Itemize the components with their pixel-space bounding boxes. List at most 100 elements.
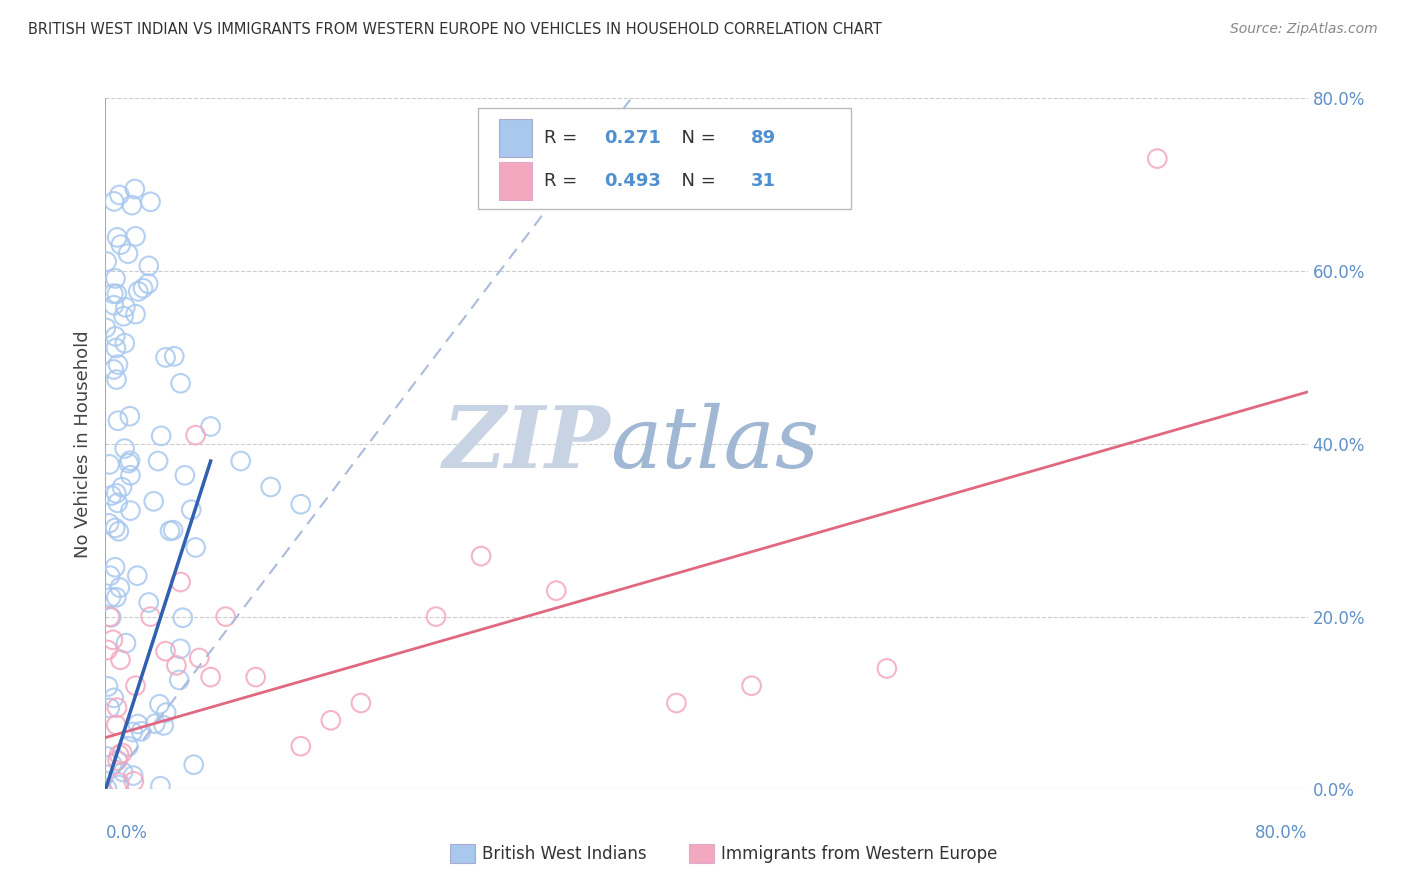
- Text: 0.271: 0.271: [605, 129, 661, 147]
- Y-axis label: No Vehicles in Household: No Vehicles in Household: [73, 330, 91, 558]
- Point: [94, 321, 117, 335]
- Point: [142, 494, 165, 508]
- Point: [108, 524, 131, 539]
- Point: [98, 701, 121, 715]
- Point: [110, 237, 132, 252]
- Point: [180, 502, 202, 516]
- Point: [118, 409, 141, 424]
- Point: [122, 774, 145, 789]
- Point: [108, 775, 131, 789]
- Point: [117, 246, 139, 260]
- Point: [110, 653, 132, 667]
- Point: [290, 739, 312, 754]
- Point: [148, 698, 170, 712]
- Point: [96, 643, 118, 657]
- Text: N =: N =: [671, 172, 721, 190]
- Point: [169, 376, 191, 391]
- Point: [127, 717, 149, 731]
- Point: [96, 749, 118, 764]
- Point: [100, 591, 122, 605]
- Point: [155, 644, 177, 658]
- Point: [104, 271, 127, 285]
- Point: [101, 632, 124, 647]
- Point: [114, 442, 136, 456]
- Point: [155, 706, 177, 720]
- Point: [105, 373, 128, 387]
- Point: [117, 739, 139, 754]
- Point: [139, 194, 162, 209]
- Point: [100, 610, 122, 624]
- Point: [124, 182, 146, 196]
- Point: [124, 679, 146, 693]
- Point: [162, 523, 184, 537]
- Point: [121, 725, 143, 739]
- Point: [183, 757, 205, 772]
- Point: [107, 754, 129, 768]
- Point: [98, 516, 121, 531]
- Point: [159, 524, 181, 538]
- Point: [127, 568, 149, 582]
- Point: [98, 568, 121, 582]
- Point: [149, 779, 172, 793]
- Point: [741, 679, 763, 693]
- Text: R =: R =: [544, 172, 583, 190]
- Point: [245, 670, 267, 684]
- Point: [138, 595, 160, 609]
- Point: [1146, 152, 1168, 166]
- Point: [124, 229, 146, 244]
- Point: [129, 724, 152, 739]
- Point: [260, 480, 283, 494]
- Point: [100, 489, 122, 503]
- Point: [103, 298, 125, 312]
- Point: [105, 718, 128, 732]
- Text: ZIP: ZIP: [443, 402, 610, 485]
- Point: [101, 757, 124, 772]
- Point: [319, 714, 342, 728]
- Text: 80.0%: 80.0%: [1256, 824, 1308, 842]
- Text: BRITISH WEST INDIAN VS IMMIGRANTS FROM WESTERN EUROPE NO VEHICLES IN HOUSEHOLD C: BRITISH WEST INDIAN VS IMMIGRANTS FROM W…: [28, 22, 882, 37]
- Point: [111, 480, 134, 494]
- Point: [103, 362, 125, 376]
- Point: [229, 454, 252, 468]
- Point: [117, 456, 139, 470]
- Point: [122, 769, 145, 783]
- Point: [98, 458, 121, 472]
- Text: Source: ZipAtlas.com: Source: ZipAtlas.com: [1230, 22, 1378, 37]
- Point: [107, 414, 129, 428]
- Point: [108, 747, 131, 762]
- Point: [214, 609, 236, 624]
- Text: 89: 89: [751, 129, 776, 147]
- Point: [104, 341, 127, 355]
- Point: [107, 496, 129, 510]
- Point: [184, 541, 207, 555]
- Text: 0.0%: 0.0%: [105, 824, 148, 842]
- Point: [150, 429, 173, 443]
- Point: [138, 259, 160, 273]
- Point: [124, 307, 146, 321]
- Point: [200, 670, 222, 684]
- Point: [105, 486, 128, 500]
- Bar: [499, 162, 533, 200]
- Point: [120, 468, 142, 483]
- Point: [103, 286, 125, 301]
- Point: [108, 581, 131, 595]
- Point: [546, 583, 568, 598]
- Point: [152, 718, 174, 732]
- Point: [107, 778, 129, 792]
- Point: [103, 194, 125, 209]
- Text: British West Indians: British West Indians: [482, 845, 647, 863]
- Point: [167, 673, 190, 687]
- Text: atlas: atlas: [610, 402, 820, 485]
- Text: N =: N =: [671, 129, 721, 147]
- Text: R =: R =: [544, 129, 583, 147]
- Point: [111, 764, 134, 779]
- Point: [173, 468, 195, 483]
- Point: [155, 351, 177, 365]
- Point: [876, 661, 898, 675]
- Point: [98, 610, 121, 624]
- Point: [96, 781, 118, 796]
- Point: [165, 658, 187, 673]
- Point: [104, 560, 127, 574]
- Point: [350, 696, 373, 710]
- Point: [112, 310, 135, 324]
